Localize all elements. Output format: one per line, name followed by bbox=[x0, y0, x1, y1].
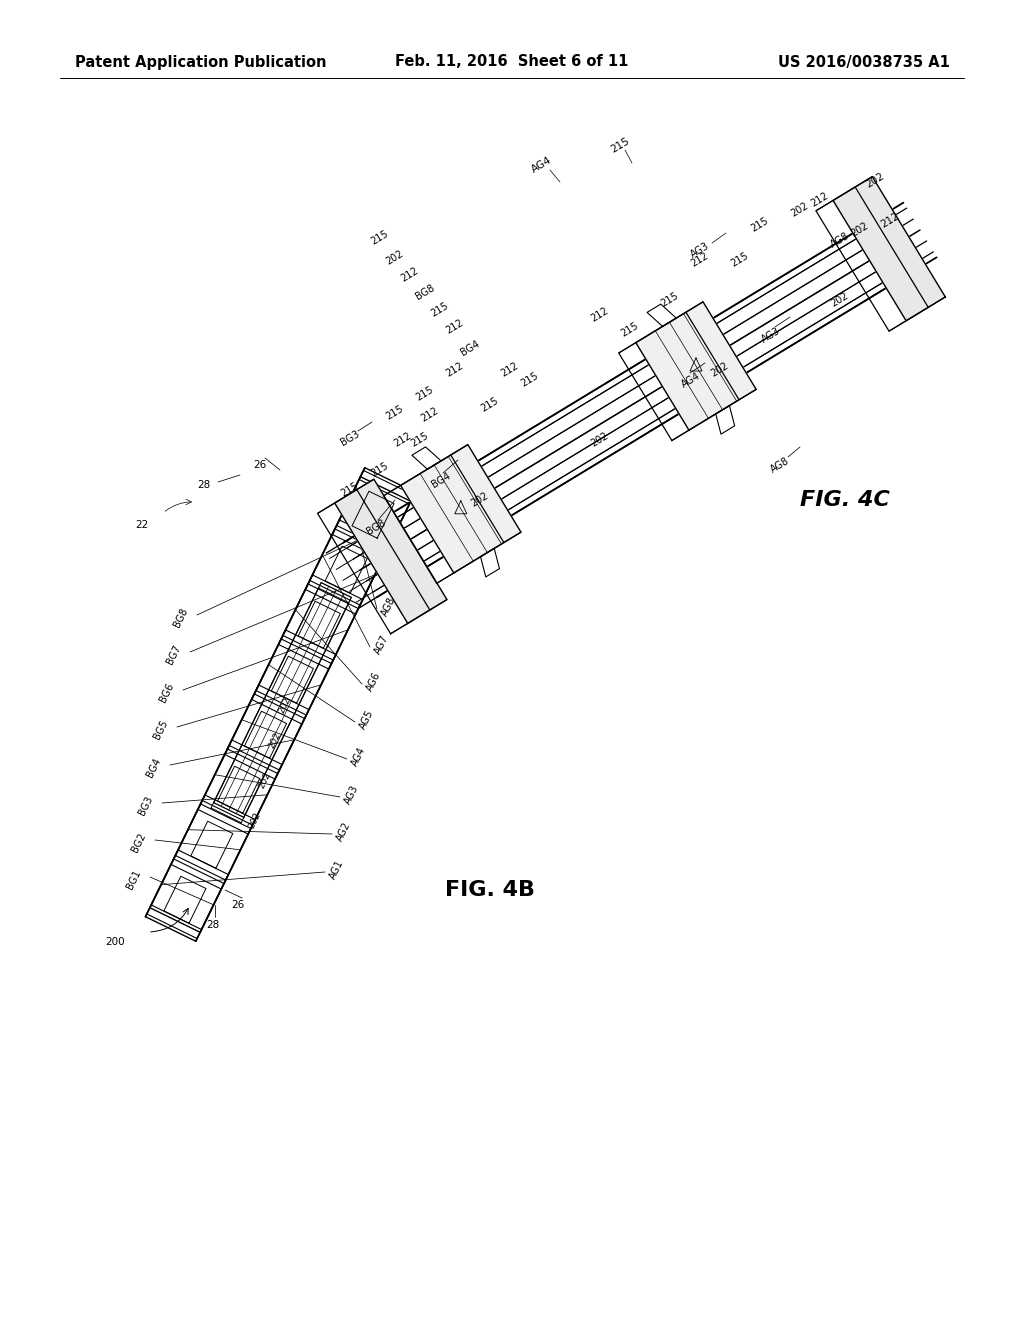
Text: 28: 28 bbox=[197, 480, 210, 490]
Text: 212: 212 bbox=[444, 318, 466, 337]
Text: 202: 202 bbox=[384, 249, 406, 267]
Text: 212: 212 bbox=[590, 306, 610, 325]
Text: BG8: BG8 bbox=[172, 607, 190, 630]
Text: AG7: AG7 bbox=[373, 634, 391, 656]
Text: 215: 215 bbox=[384, 404, 406, 422]
Text: BG7: BG7 bbox=[165, 644, 183, 667]
Text: FIG. 4C: FIG. 4C bbox=[800, 490, 890, 510]
Text: 215: 215 bbox=[659, 290, 681, 309]
Text: FIG. 4B: FIG. 4B bbox=[445, 880, 535, 900]
Text: AG8: AG8 bbox=[380, 595, 397, 618]
Text: AG8: AG8 bbox=[828, 231, 851, 249]
Text: 215: 215 bbox=[609, 136, 631, 154]
Text: BG4: BG4 bbox=[459, 338, 481, 358]
Polygon shape bbox=[335, 479, 446, 623]
Text: 212: 212 bbox=[879, 211, 901, 230]
Text: AG3: AG3 bbox=[760, 326, 782, 345]
Text: AG3: AG3 bbox=[689, 240, 712, 260]
Text: Feb. 11, 2016  Sheet 6 of 11: Feb. 11, 2016 Sheet 6 of 11 bbox=[395, 54, 629, 70]
Text: 26: 26 bbox=[231, 900, 245, 909]
Text: AG4: AG4 bbox=[680, 371, 702, 389]
Text: 215: 215 bbox=[519, 371, 541, 389]
Text: 215: 215 bbox=[479, 396, 501, 414]
Text: 212: 212 bbox=[500, 360, 520, 379]
Text: 215: 215 bbox=[415, 385, 435, 403]
Text: 215: 215 bbox=[370, 228, 390, 247]
Text: AG4: AG4 bbox=[530, 154, 554, 176]
Text: 212: 212 bbox=[399, 265, 421, 284]
Text: AG6: AG6 bbox=[365, 671, 383, 693]
Text: 215: 215 bbox=[750, 216, 770, 234]
Text: 202: 202 bbox=[469, 491, 490, 510]
Text: 26: 26 bbox=[253, 459, 266, 470]
Text: 202: 202 bbox=[710, 360, 730, 379]
Text: 215: 215 bbox=[729, 251, 751, 269]
Text: 215: 215 bbox=[620, 321, 641, 339]
Text: AG3: AG3 bbox=[343, 784, 360, 807]
Text: 22: 22 bbox=[135, 520, 148, 531]
Text: BG8: BG8 bbox=[365, 517, 387, 536]
Text: 202: 202 bbox=[257, 771, 272, 789]
Text: 202: 202 bbox=[864, 170, 886, 189]
Polygon shape bbox=[400, 445, 521, 573]
Text: 202: 202 bbox=[850, 220, 870, 239]
Text: 212: 212 bbox=[392, 430, 414, 449]
Text: US 2016/0038735 A1: US 2016/0038735 A1 bbox=[778, 54, 950, 70]
Polygon shape bbox=[834, 177, 945, 321]
Text: 202: 202 bbox=[590, 430, 610, 449]
Text: 212: 212 bbox=[444, 360, 466, 379]
Text: Patent Application Publication: Patent Application Publication bbox=[75, 54, 327, 70]
Text: 215: 215 bbox=[410, 430, 430, 449]
Text: 212: 212 bbox=[809, 191, 830, 209]
Text: AG5: AG5 bbox=[358, 709, 376, 731]
Text: 202: 202 bbox=[267, 730, 283, 750]
Text: AG4: AG4 bbox=[350, 746, 368, 768]
Text: BG4: BG4 bbox=[145, 756, 163, 779]
Text: 215: 215 bbox=[370, 461, 390, 479]
Text: AG2: AG2 bbox=[335, 821, 353, 843]
Text: 202: 202 bbox=[278, 696, 293, 714]
Text: 202: 202 bbox=[247, 810, 263, 829]
Text: BG5: BG5 bbox=[153, 718, 170, 742]
Text: BG8: BG8 bbox=[414, 282, 436, 301]
Text: 215: 215 bbox=[339, 480, 360, 499]
Text: AG1: AG1 bbox=[328, 859, 346, 882]
Text: AG8: AG8 bbox=[769, 455, 792, 474]
Text: BG3: BG3 bbox=[137, 795, 155, 817]
Polygon shape bbox=[636, 302, 756, 430]
Text: BG3: BG3 bbox=[339, 429, 361, 447]
Text: 28: 28 bbox=[207, 920, 219, 931]
Text: 200: 200 bbox=[105, 937, 125, 946]
Text: BG2: BG2 bbox=[130, 832, 148, 854]
Text: 212: 212 bbox=[420, 405, 440, 424]
Text: 202: 202 bbox=[790, 201, 811, 219]
Text: 202: 202 bbox=[829, 290, 851, 309]
Text: BG6: BG6 bbox=[158, 681, 176, 705]
Text: BG4: BG4 bbox=[430, 470, 453, 490]
Text: BG1: BG1 bbox=[125, 869, 143, 891]
Text: 212: 212 bbox=[689, 251, 711, 269]
Text: 215: 215 bbox=[429, 301, 451, 319]
